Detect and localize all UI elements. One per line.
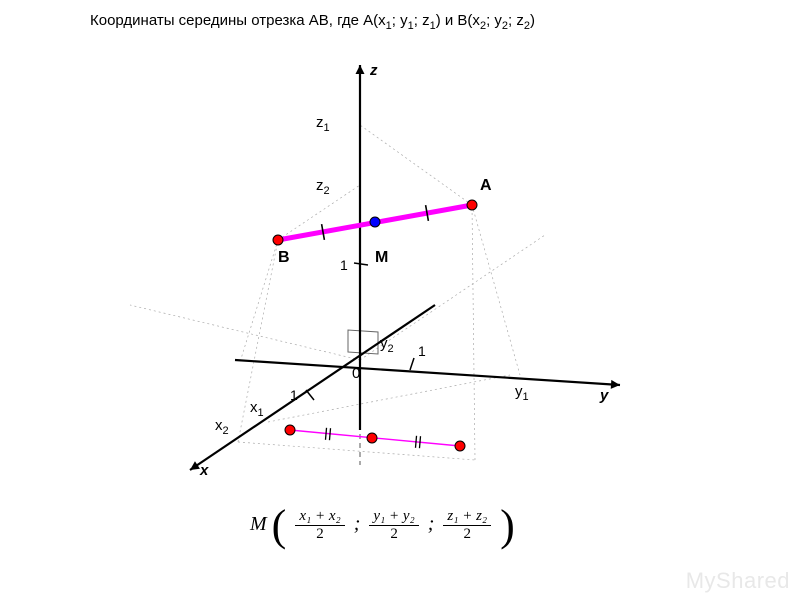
watermark: MyShared xyxy=(686,568,790,594)
svg-text:x2: x2 xyxy=(215,417,229,437)
svg-text:1: 1 xyxy=(418,343,426,359)
svg-text:z1: z1 xyxy=(316,114,330,134)
midpoint-formula: M ( x₁ + x₂2 ; y₁ + y₂2 ; z₁ + z₂2 ) xyxy=(250,500,515,551)
svg-text:y: y xyxy=(599,387,609,404)
svg-text:A: A xyxy=(480,177,492,194)
svg-text:B: B xyxy=(278,249,290,266)
svg-text:z2: z2 xyxy=(316,177,330,197)
svg-text:y1: y1 xyxy=(515,383,529,403)
svg-text:1: 1 xyxy=(290,387,298,403)
svg-text:x1: x1 xyxy=(250,399,264,419)
svg-text:y2: y2 xyxy=(380,335,394,355)
svg-text:0: 0 xyxy=(352,365,360,382)
svg-text:x: x xyxy=(199,462,209,479)
svg-text:z: z xyxy=(369,62,378,79)
svg-text:M: M xyxy=(375,249,388,266)
svg-text:1: 1 xyxy=(340,257,348,273)
